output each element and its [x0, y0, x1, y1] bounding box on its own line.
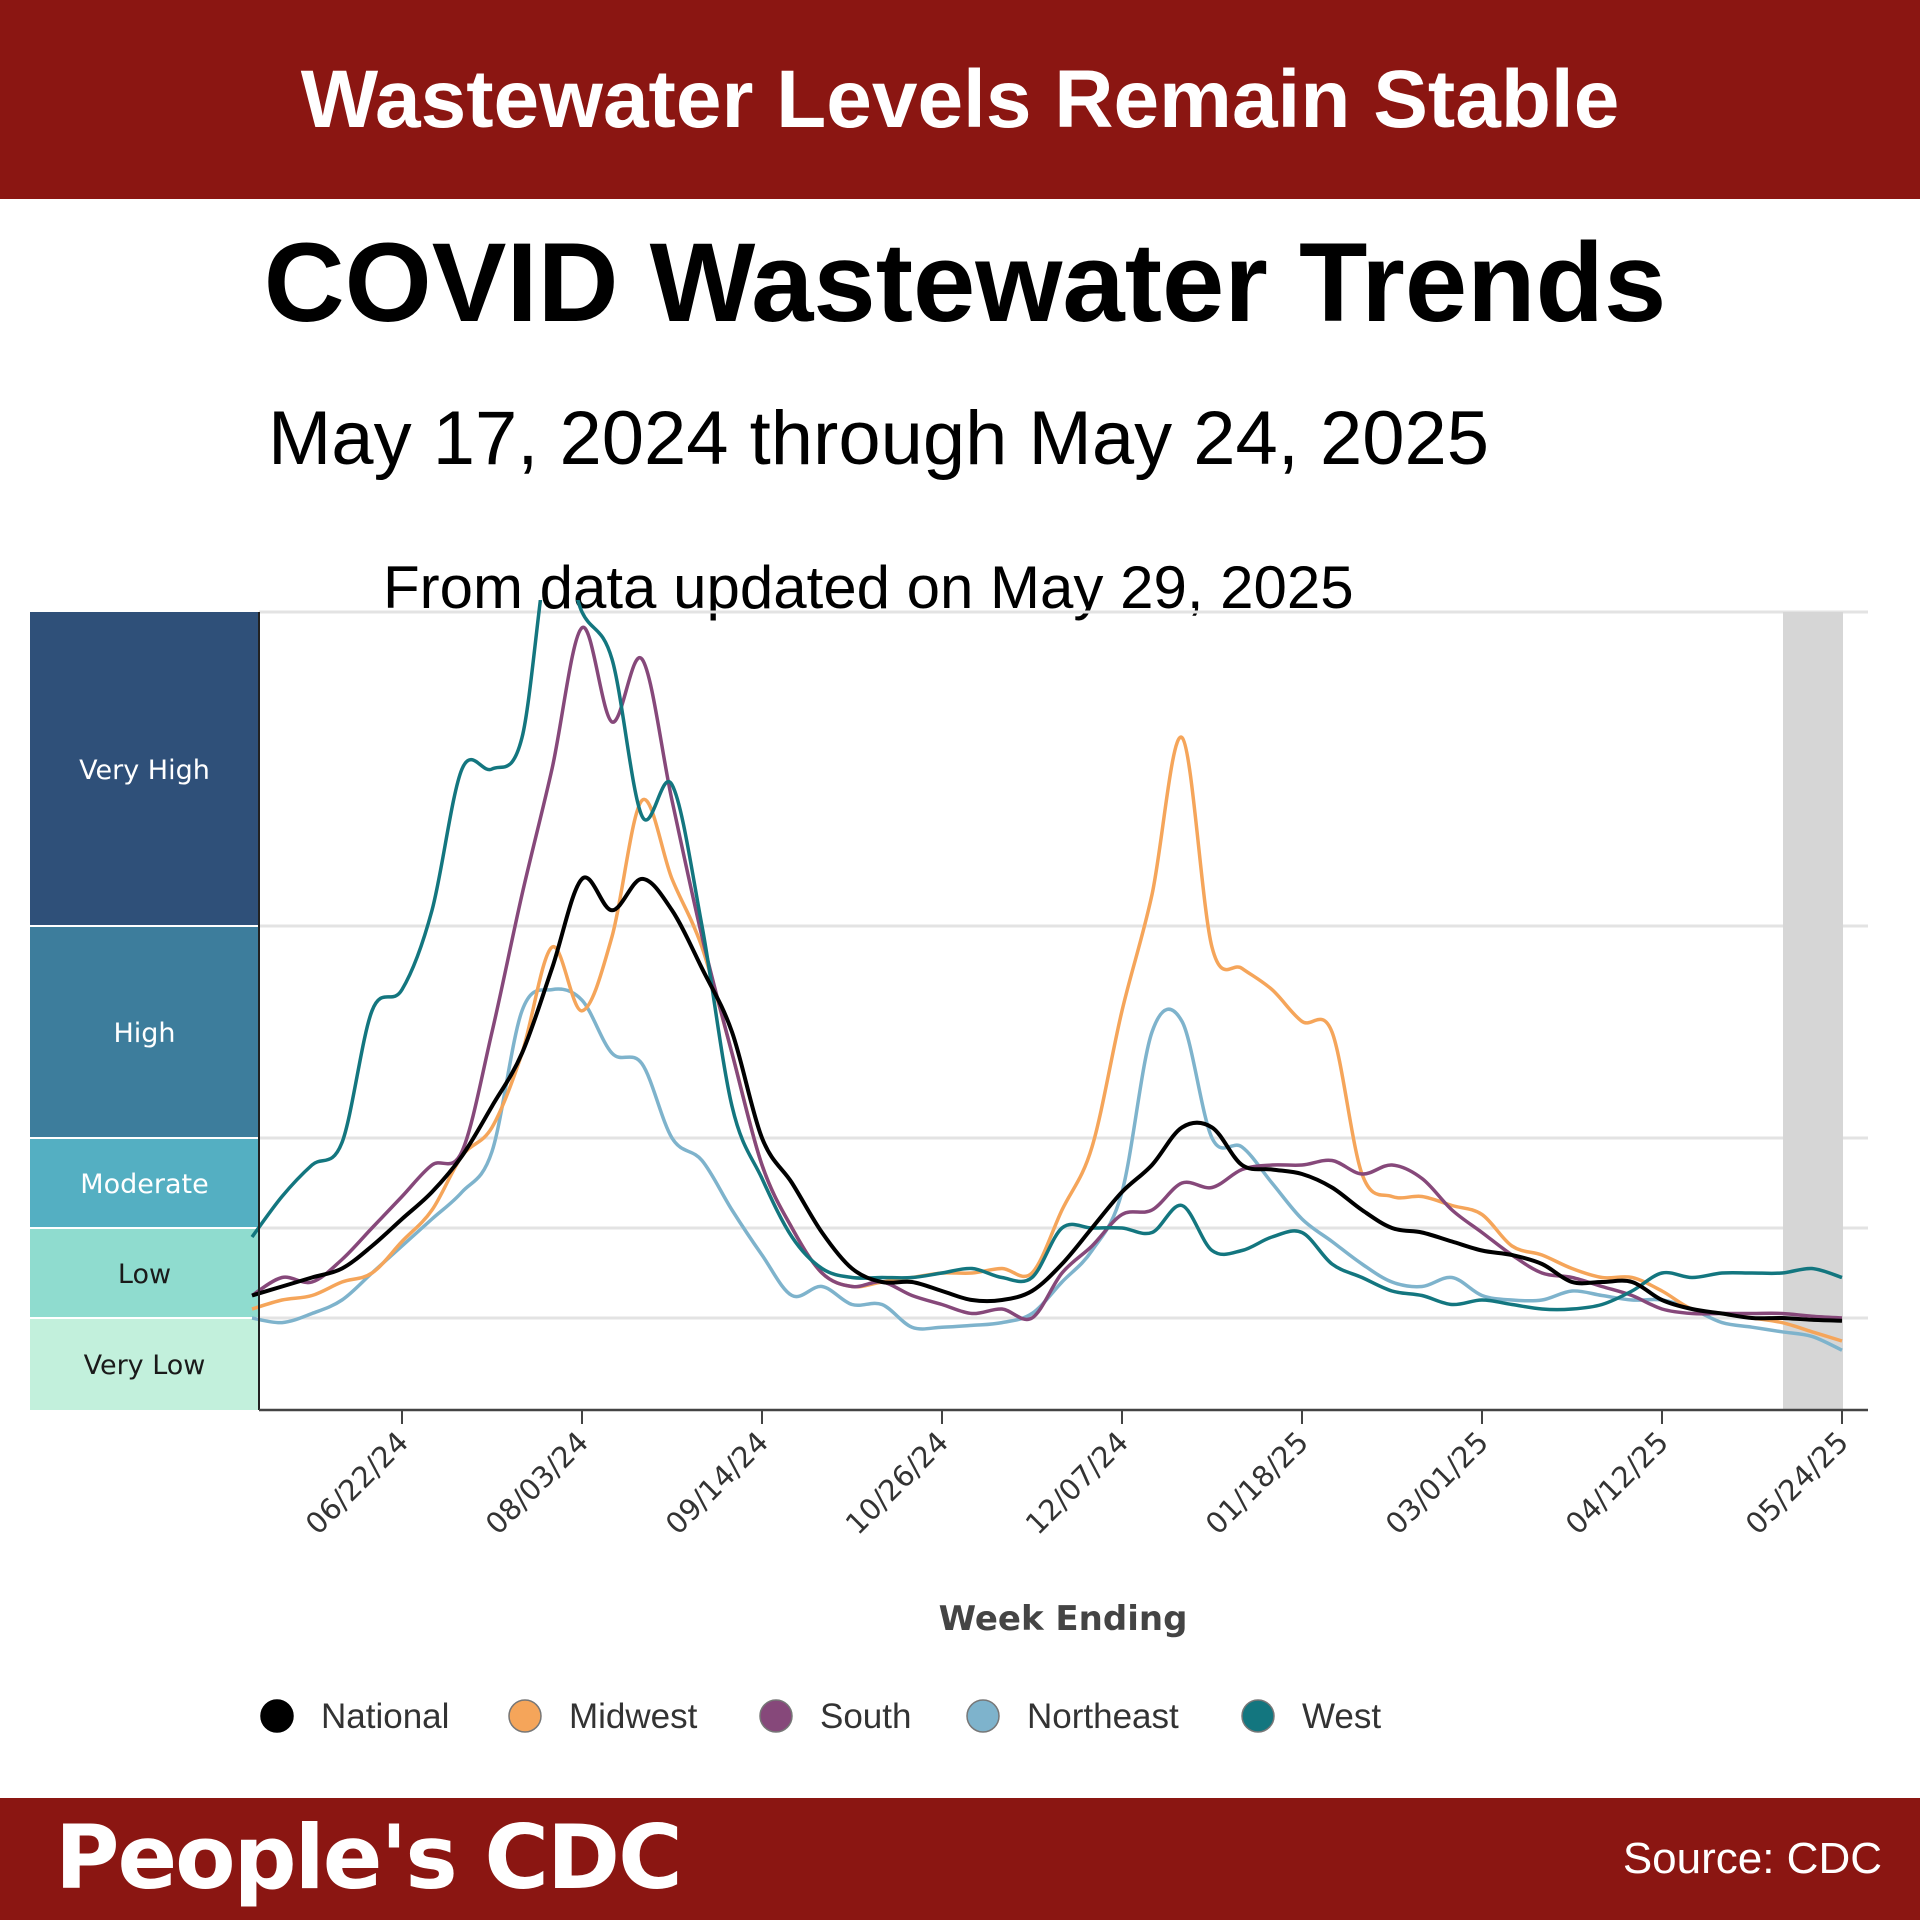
legend-label: National — [321, 1697, 449, 1736]
x-tick-label: 12/07/24 — [1019, 1425, 1135, 1541]
x-tick-label: 04/12/25 — [1559, 1425, 1675, 1541]
level-band-moderate — [30, 1138, 259, 1228]
data-updated-note: From data updated on May 29, 2025 — [383, 554, 1354, 621]
x-tick-label: 08/03/24 — [479, 1425, 595, 1541]
x-tick-label: 09/14/24 — [659, 1425, 775, 1541]
series-lines — [250, 600, 1843, 1352]
legend-swatch — [508, 1699, 542, 1733]
series-line-west — [250, 600, 1843, 1312]
legend-item-west[interactable]: West — [1241, 1697, 1381, 1736]
wastewater-chart: Very High High Moderate Low Very Low 06/22/2… — [30, 600, 1868, 1736]
legend-swatch — [260, 1699, 294, 1733]
axes — [258, 612, 1868, 1412]
level-label: High — [113, 1018, 175, 1049]
series-line-national — [251, 875, 1843, 1323]
x-axis-title: Week Ending — [939, 1599, 1188, 1639]
x-tick-label: 06/22/24 — [299, 1425, 415, 1541]
legend-swatch — [966, 1699, 1000, 1733]
legend: National Midwest South Northeast West — [260, 1697, 1381, 1736]
level-label: Moderate — [80, 1169, 208, 1200]
series-line-south — [251, 625, 1843, 1322]
source-credit: Source: CDC — [1622, 1834, 1882, 1883]
legend-label: West — [1302, 1697, 1381, 1736]
top-banner: Wastewater Levels Remain Stable — [0, 0, 1920, 199]
level-band-very-high — [30, 612, 259, 926]
level-band-low — [30, 1228, 259, 1318]
legend-item-national[interactable]: National — [260, 1697, 449, 1736]
x-tick-label: 10/26/24 — [839, 1425, 955, 1541]
page-title: COVID Wastewater Trends — [263, 220, 1667, 345]
legend-label: South — [820, 1697, 911, 1736]
x-tick-label: 01/18/25 — [1199, 1425, 1315, 1541]
legend-item-midwest[interactable]: Midwest — [508, 1697, 698, 1736]
legend-item-south[interactable]: South — [759, 1697, 911, 1736]
legend-swatch — [1241, 1699, 1275, 1733]
date-range: May 17, 2024 through May 24, 2025 — [268, 396, 1490, 481]
gridlines — [259, 610, 1868, 1320]
legend-item-northeast[interactable]: Northeast — [966, 1697, 1179, 1736]
legend-swatch — [759, 1699, 793, 1733]
level-bands: Very High High Moderate Low Very Low — [30, 612, 259, 1410]
banner-headline: Wastewater Levels Remain Stable — [300, 53, 1620, 145]
x-ticks: 06/22/24 08/03/24 09/14/24 10/26/24 12/07/24… — [299, 1410, 1855, 1541]
brand-logo: People's CDC — [55, 1806, 683, 1909]
provisional-period-shade — [1783, 612, 1843, 1410]
level-label: Very High — [79, 755, 210, 786]
level-label: Low — [118, 1259, 171, 1290]
level-band-very-low — [30, 1318, 259, 1410]
footer: People's CDC Source: CDC — [0, 1798, 1920, 1920]
legend-label: Midwest — [569, 1697, 698, 1736]
series-line-northeast — [251, 987, 1843, 1352]
x-tick-label: 03/01/25 — [1379, 1425, 1495, 1541]
level-band-high — [30, 926, 259, 1138]
legend-label: Northeast — [1027, 1697, 1179, 1736]
series-line-midwest — [251, 735, 1843, 1343]
level-label: Very Low — [84, 1350, 206, 1381]
x-tick-label: 05/24/25 — [1739, 1425, 1855, 1541]
